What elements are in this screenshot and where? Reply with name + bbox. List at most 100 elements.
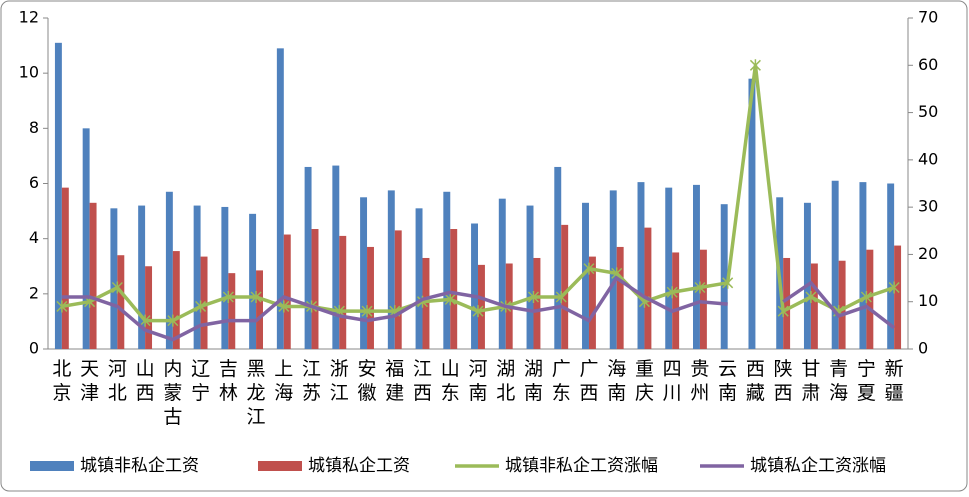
bar	[810, 263, 818, 349]
line-marker	[56, 300, 68, 313]
bar	[228, 273, 236, 349]
bar	[831, 180, 839, 349]
bar	[637, 182, 645, 349]
bar	[367, 246, 374, 349]
bar	[89, 202, 97, 349]
bar	[145, 266, 153, 349]
y2-tick-label: 30	[918, 197, 938, 216]
line-marker	[361, 305, 373, 318]
bar	[360, 197, 368, 349]
legend-label: 城镇非私企工资	[80, 456, 199, 476]
y-tick-label: 6	[29, 173, 39, 192]
y-tick-label: 8	[29, 118, 39, 137]
line-marker	[805, 290, 817, 303]
bar	[588, 256, 596, 349]
bar	[471, 223, 478, 349]
legend-swatch	[258, 461, 302, 471]
line-marker	[250, 290, 262, 303]
x-tick-label: 吉林	[219, 358, 238, 404]
bar	[256, 270, 263, 349]
bar	[866, 249, 874, 349]
line-marker	[888, 281, 900, 294]
x-tick-label: 内蒙古	[163, 358, 182, 428]
x-tick-label: 山东	[441, 358, 460, 404]
bar	[533, 257, 541, 349]
bar	[582, 202, 589, 349]
bar	[443, 191, 451, 349]
line	[61, 275, 896, 342]
bar	[339, 235, 347, 349]
bar	[276, 48, 284, 349]
bar	[61, 187, 69, 349]
x-tick-label: 上海	[274, 358, 293, 404]
y-tick-label: 4	[29, 228, 39, 247]
legend-label: 城镇私企工资涨幅	[750, 456, 886, 476]
bar	[172, 251, 180, 349]
x-tick-label: 江苏	[302, 358, 321, 404]
line-marker	[444, 293, 456, 306]
bar	[54, 42, 62, 349]
bar	[859, 182, 867, 349]
bar	[616, 246, 624, 349]
line-marker	[694, 281, 706, 294]
legend-label: 城镇私企工资	[308, 456, 410, 476]
bar	[138, 205, 146, 349]
bar	[221, 206, 229, 349]
x-tick-label: 安徽	[358, 358, 377, 404]
x-tick-label: 广东	[552, 358, 571, 404]
line-marker	[472, 305, 484, 318]
y-tick-label: 10	[19, 63, 39, 82]
bar	[283, 234, 291, 349]
x-tick-label: 重庆	[635, 358, 654, 404]
bar	[110, 208, 118, 349]
x-tick-label: 云南	[718, 358, 737, 404]
bar	[644, 227, 652, 349]
x-tick-label: 黑龙江	[247, 358, 266, 428]
bar	[422, 257, 430, 349]
line-marker	[111, 281, 123, 294]
x-tick-label: 四川	[663, 358, 682, 404]
x-tick-label: 陕西	[774, 358, 793, 404]
bar	[165, 191, 173, 349]
x-tick-label: 河南	[468, 358, 487, 404]
bar	[894, 245, 902, 349]
bar	[82, 128, 90, 349]
legend-swatch	[30, 461, 74, 471]
bar	[693, 184, 700, 349]
x-tick-label: 广西	[579, 358, 598, 404]
line-marker	[139, 314, 151, 327]
y2-tick-label: 20	[918, 244, 938, 263]
bar	[498, 198, 506, 349]
x-tick-label: 新疆	[885, 358, 904, 404]
line-marker	[278, 300, 290, 313]
x-tick-label: 贵州	[690, 358, 709, 404]
bar	[665, 187, 673, 349]
line-marker	[555, 290, 567, 303]
x-tick-label: 湖南	[524, 358, 543, 404]
bar	[672, 252, 680, 349]
line-marker	[167, 314, 179, 327]
bar	[394, 230, 402, 349]
line-marker	[195, 300, 207, 313]
line-marker	[527, 290, 540, 303]
x-tick-label: 宁夏	[857, 358, 876, 404]
y2-tick-label: 10	[918, 291, 938, 310]
line-marker	[666, 286, 678, 299]
bar	[117, 255, 125, 349]
line-marker	[583, 262, 595, 275]
bar	[561, 224, 569, 349]
bar	[803, 202, 811, 349]
bar	[450, 229, 458, 349]
bar	[387, 190, 395, 349]
bar	[332, 165, 340, 349]
line-marker	[777, 305, 789, 318]
x-tick-label: 西藏	[746, 358, 765, 404]
bar	[526, 205, 534, 349]
x-tick-label: 湖北	[496, 358, 515, 404]
line-marker	[222, 290, 234, 303]
x-tick-label: 青海	[829, 358, 848, 404]
y2-tick-label: 70	[918, 8, 938, 27]
bar	[783, 257, 791, 349]
